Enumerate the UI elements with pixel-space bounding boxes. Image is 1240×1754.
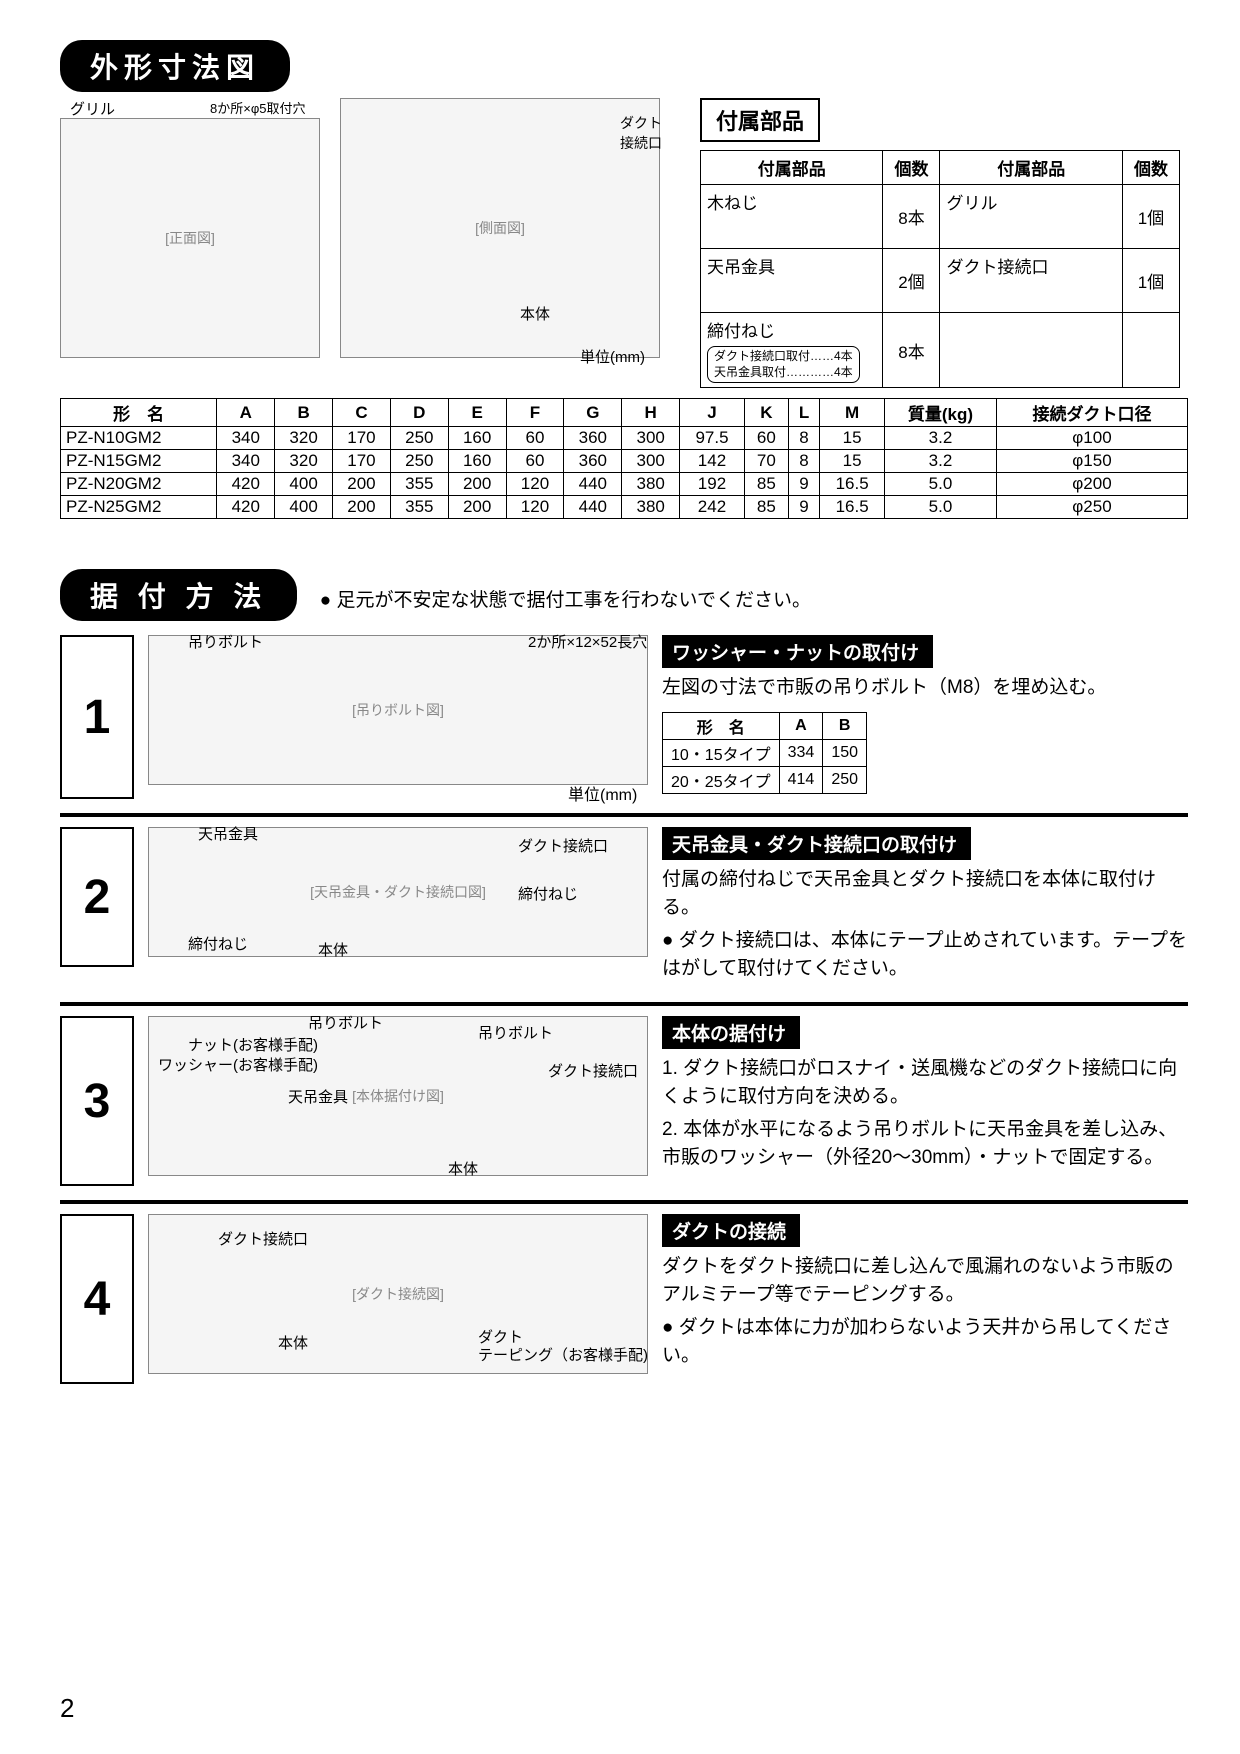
- part-woodscrew: 木ねじ: [701, 185, 883, 249]
- step-2-text: 天吊金具・ダクト接続口の取付け 付属の締付ねじで天吊金具とダクト接続口を本体に取…: [662, 827, 1188, 988]
- part-bracket: 天吊金具: [701, 249, 883, 313]
- step-4-diagram: [ダクト接続図] ダクト接続口 本体 ダクト テーピング（お客様手配): [148, 1214, 648, 1384]
- label-nut3: ナット(お客様手配): [188, 1034, 318, 1055]
- label-slot: 2か所×12×52長穴: [528, 631, 647, 652]
- parts-col-1: 付属部品: [701, 151, 883, 185]
- parts-col-2: 個数: [883, 151, 940, 185]
- step-4-text: ダクトの接続 ダクトをダクト接続口に差し込んで風漏れのないよう市販のアルミテープ…: [662, 1214, 1188, 1384]
- step-1-table: 形 名 A B 10・15タイプ 334 150 20・25タイプ 414: [662, 712, 867, 794]
- step-3-number: 3: [60, 1016, 134, 1186]
- part-ductconn: ダクト接続口: [940, 249, 1122, 313]
- label-body2: 本体: [318, 939, 348, 960]
- step-3-diagram: [本体据付け図] 吊りボルト 吊りボルト ナット(お客様手配) ワッシャー(お客…: [148, 1016, 648, 1186]
- section-installation: 据 付 方 法 ● 足元が不安定な状態で据付工事を行わないでください。 1 [吊…: [60, 569, 1188, 1384]
- dimension-diagrams: [正面図] [側面図] グリル 8か所×φ5取付穴 ダクト接続口 本体 単位(m…: [60, 98, 670, 368]
- label-duct-conn: ダクト接続口: [620, 113, 670, 153]
- label-duct2: ダクト接続口: [518, 835, 608, 856]
- table-row: PZ-N20GM24204002003552001204403801928591…: [61, 473, 1188, 496]
- table-row: PZ-N25GM24204002003552001204403802428591…: [61, 496, 1188, 519]
- part-grille-qty: 1個: [1122, 185, 1179, 249]
- label-taping4: テーピング（お客様手配): [478, 1344, 648, 1365]
- step-3-desc2: 2. 本体が水平になるよう吊りボルトに天吊金具を差し込み、市販のワッシャー（外径…: [662, 1116, 1188, 1171]
- label-washer3: ワッシャー(お客様手配): [158, 1054, 318, 1075]
- label-mounting-holes: 8か所×φ5取付穴: [210, 98, 305, 117]
- label-body: 本体: [520, 303, 550, 324]
- label-screw2: 締付ねじ: [518, 883, 578, 904]
- step-2: 2 [天吊金具・ダクト接続口図] 天吊金具 ダクト接続口 締付ねじ 締付ねじ 本…: [60, 827, 1188, 988]
- label-bolt3: 吊りボルト: [308, 1012, 383, 1033]
- parts-col-3: 付属部品: [940, 151, 1122, 185]
- part-screw-note: ダクト接続口取付……4本 天吊金具取付…………4本: [707, 346, 860, 383]
- step-4-desc1: ダクトをダクト接続口に差し込んで風漏れのないよう市販のアルミテープ等でテーピング…: [662, 1253, 1188, 1308]
- dimension-table: 形 名 A B C D E F G H J K L M 質量(kg) 接続ダクト…: [60, 398, 1188, 519]
- step-1-desc: 左図の寸法で市販の吊りボルト（M8）を埋め込む。: [662, 674, 1188, 702]
- step-4-number: 4: [60, 1214, 134, 1384]
- label-grille: グリル: [70, 98, 115, 119]
- parts-section: 付属部品 付属部品 個数 付属部品 個数 木ねじ 8本: [700, 98, 1180, 388]
- step-1: 1 [吊りボルト図] 吊りボルト 2か所×12×52長穴 単位(mm) ワッシャ…: [60, 635, 1188, 799]
- label-screw2b: 締付ねじ: [188, 933, 248, 954]
- parts-col-4: 個数: [1122, 151, 1179, 185]
- installation-warning: ● 足元が不安定な状態で据付工事を行わないでください。: [320, 590, 811, 611]
- label-body4: 本体: [278, 1332, 308, 1353]
- part-bracket-qty: 2個: [883, 249, 940, 313]
- label-ductconn4: ダクト接続口: [218, 1228, 308, 1249]
- label-unit1: 単位(mm): [568, 781, 637, 805]
- step-2-desc2: ● ダクト接続口は、本体にテープ止めされています。テープをはがして取付けてくださ…: [662, 927, 1188, 982]
- step-2-number: 2: [60, 827, 134, 967]
- label-bolt: 吊りボルト: [188, 631, 263, 652]
- label-bracket3: 天吊金具: [288, 1086, 348, 1107]
- dim-header-row: 形 名 A B C D E F G H J K L M 質量(kg) 接続ダクト…: [61, 399, 1188, 427]
- divider-1: [60, 813, 1188, 817]
- step-1-subheader: ワッシャー・ナットの取付け: [662, 635, 933, 668]
- label-body3: 本体: [448, 1158, 478, 1179]
- part-grille: グリル: [940, 185, 1122, 249]
- step-3: 3 [本体据付け図] 吊りボルト 吊りボルト ナット(お客様手配) ワッシャー(…: [60, 1016, 1188, 1186]
- step-2-subheader: 天吊金具・ダクト接続口の取付け: [662, 827, 971, 860]
- divider-2: [60, 1002, 1188, 1006]
- part-empty-qty: [1122, 313, 1179, 388]
- step-1-diagram: [吊りボルト図] 吊りボルト 2か所×12×52長穴 単位(mm): [148, 635, 648, 799]
- label-bracket2: 天吊金具: [198, 823, 258, 844]
- step-3-subheader: 本体の据付け: [662, 1016, 800, 1049]
- part-screw-qty: 8本: [883, 313, 940, 388]
- step-4: 4 [ダクト接続図] ダクト接続口 本体 ダクト テーピング（お客様手配) ダク…: [60, 1214, 1188, 1384]
- section-dimensions: 外形寸法図 [正面図] [側面図] グリル 8か所×φ5取付穴 ダクト接続口 本…: [60, 40, 1188, 519]
- step-4-subheader: ダクトの接続: [662, 1214, 800, 1247]
- part-empty: [940, 313, 1122, 388]
- part-screw: 締付ねじ ダクト接続口取付……4本 天吊金具取付…………4本: [701, 313, 883, 388]
- step-1-text: ワッシャー・ナットの取付け 左図の寸法で市販の吊りボルト（M8）を埋め込む。 形…: [662, 635, 1188, 799]
- divider-3: [60, 1200, 1188, 1204]
- parts-table: 付属部品 個数 付属部品 個数 木ねじ 8本 グリル 1個: [700, 150, 1180, 388]
- step-1-number: 1: [60, 635, 134, 799]
- grille-diagram: [正面図]: [60, 118, 320, 358]
- parts-title: 付属部品: [700, 98, 820, 142]
- table-row: PZ-N15GM23403201702501606036030014270815…: [61, 450, 1188, 473]
- label-unit: 単位(mm): [580, 346, 645, 367]
- section2-title: 据 付 方 法: [60, 569, 297, 621]
- side-diagram: [側面図]: [340, 98, 660, 358]
- part-screw-name: 締付ねじ: [707, 322, 775, 341]
- part-woodscrew-qty: 8本: [883, 185, 940, 249]
- page-number: 2: [60, 1693, 74, 1724]
- step-2-diagram: [天吊金具・ダクト接続口図] 天吊金具 ダクト接続口 締付ねじ 締付ねじ 本体: [148, 827, 648, 967]
- step-4-desc2: ● ダクトは本体に力が加わらないよう天井から吊してください。: [662, 1314, 1188, 1369]
- step-3-desc1: 1. ダクト接続口がロスナイ・送風機などのダクト接続口に向くように取付方向を決め…: [662, 1055, 1188, 1110]
- step-3-text: 本体の据付け 1. ダクト接続口がロスナイ・送風機などのダクト接続口に向くように…: [662, 1016, 1188, 1186]
- step-2-desc1: 付属の締付ねじで天吊金具とダクト接続口を本体に取付ける。: [662, 866, 1188, 921]
- label-duct3: ダクト接続口: [548, 1060, 638, 1081]
- section1-title: 外形寸法図: [60, 40, 290, 92]
- label-bolt3b: 吊りボルト: [478, 1022, 553, 1043]
- part-ductconn-qty: 1個: [1122, 249, 1179, 313]
- table-row: PZ-N10GM23403201702501606036030097.56081…: [61, 427, 1188, 450]
